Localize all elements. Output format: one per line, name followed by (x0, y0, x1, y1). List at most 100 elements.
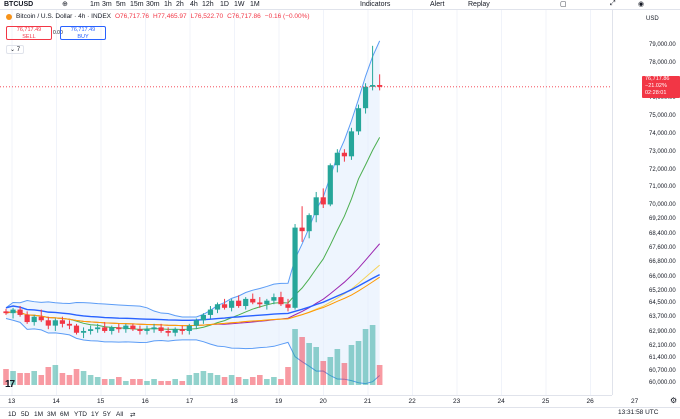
legend-open: O76,717.76 (115, 13, 149, 20)
volume-bar (31, 371, 37, 385)
volume-bar (299, 337, 305, 385)
volume-bar (264, 379, 270, 385)
gear-icon[interactable]: ⚙ (670, 396, 678, 405)
symbol-search-button[interactable]: BTCUSD (4, 1, 34, 8)
interval-1m[interactable]: 1m (90, 1, 100, 8)
volume-bar (108, 379, 115, 385)
interval-3m[interactable]: 3m (102, 1, 112, 8)
tradingview-logo[interactable]: 17 (5, 379, 15, 390)
volume-bar (235, 377, 242, 385)
candle-body (151, 327, 157, 330)
volume-bar (123, 381, 129, 385)
price-chart[interactable] (0, 10, 612, 395)
volume-bar (320, 361, 327, 385)
volume-bar (193, 373, 200, 385)
buy-button[interactable]: 76,717.49 BUY (60, 26, 106, 40)
price-tick-label: 74,000.00 (649, 130, 676, 137)
candle-body (3, 311, 9, 314)
price-tick-label: 60,000.00 (649, 380, 676, 387)
candle-body (313, 197, 319, 216)
time-tick-label: 17 (186, 398, 194, 405)
interval-4h[interactable]: 4h (190, 1, 198, 8)
volume-bar (200, 371, 207, 385)
interval-1m-month[interactable]: 1M (250, 1, 260, 8)
price-tick-label: 63,700.00 (649, 314, 676, 321)
volume-bar (10, 371, 16, 385)
range-6m[interactable]: 6M (60, 411, 70, 418)
candle-body (38, 316, 44, 321)
replay-button[interactable]: Replay (468, 1, 490, 8)
volume-bar (165, 381, 171, 385)
candle-body (377, 85, 383, 87)
candle-body (264, 300, 270, 305)
camera-icon[interactable]: ◉ (638, 1, 645, 8)
currency-selector[interactable]: USD (646, 16, 659, 22)
range-1d[interactable]: 1D (8, 411, 17, 418)
candle-body (362, 86, 369, 109)
time-scale[interactable]: 13 14 15 16 17 18 19 20 21 22 23 24 25 26 27 (0, 395, 638, 407)
interval-2h[interactable]: 2h (176, 1, 184, 8)
alert-button[interactable]: Alert (430, 1, 445, 8)
volume-bar (249, 377, 256, 385)
layout-icon[interactable]: ▢ (560, 1, 567, 8)
price-scale[interactable]: 79,000.0078,000.0077,000.0076,000.0075,0… (612, 10, 680, 395)
price-tick-label: 66,800.00 (649, 259, 676, 266)
interval-5m[interactable]: 5m (116, 1, 126, 8)
bitcoin-icon (6, 13, 12, 20)
sell-button[interactable]: 76,717.49 SELL (6, 26, 52, 40)
candle-body (137, 329, 143, 331)
volume-bar (271, 377, 277, 385)
price-tick-label: 71,000.00 (649, 184, 676, 191)
interval-30m[interactable]: 30m (146, 1, 160, 8)
volume-bar (116, 377, 122, 385)
range-1m[interactable]: 1M (34, 411, 44, 418)
buy-price: 76,717.49 (70, 27, 96, 33)
price-tick-label: 69,200.00 (649, 216, 676, 223)
candle-body (95, 327, 101, 330)
volume-bar (80, 371, 87, 385)
candle-body (179, 329, 185, 331)
volume-bar (355, 341, 362, 385)
price-tick-label: 78,000.00 (649, 59, 676, 66)
volume-bar (3, 369, 9, 385)
candle-body (214, 304, 221, 310)
candle-body (193, 320, 199, 326)
indicators-button[interactable]: Indicators (360, 1, 391, 8)
candle-body (109, 327, 115, 331)
current-price-label: 76,717.86 −21.02% 02:28:01 (642, 76, 680, 98)
interval-1w[interactable]: 1W (234, 1, 245, 8)
candle-body (123, 325, 129, 330)
sell-price: 76,717.49 (16, 27, 42, 33)
candle-body (278, 297, 284, 305)
volume-bar (348, 345, 355, 385)
clock-timezone[interactable]: 13:31:58 UTC (618, 409, 659, 416)
date-range-icon[interactable]: ⇄ (130, 412, 136, 419)
add-symbol-icon[interactable]: ⊕ (62, 1, 68, 8)
range-5d[interactable]: 5D (21, 411, 30, 418)
price-tick-label: 67,600.00 (649, 244, 676, 251)
candle-body (24, 314, 30, 323)
price-tick-label: 61,400.00 (649, 355, 676, 362)
candle-body (236, 300, 242, 307)
legend-low: L76,522.70 (190, 13, 224, 20)
candle-body (299, 227, 305, 232)
interval-1d[interactable]: 1D (220, 1, 229, 8)
interval-15m[interactable]: 15m (130, 1, 144, 8)
current-change: −21.02% (645, 83, 667, 89)
volume-bar (172, 379, 178, 385)
time-tick-label: 21 (364, 398, 372, 405)
range-ytd[interactable]: YTD (74, 411, 87, 418)
fullscreen-icon[interactable]: ⤢ (610, 0, 616, 7)
indicator-collapse-toggle[interactable]: ⌄ 7 (6, 45, 25, 54)
candle-body (186, 325, 192, 331)
interval-1h[interactable]: 1h (164, 1, 172, 8)
range-1y[interactable]: 1Y (91, 411, 99, 418)
candle-body (348, 131, 355, 157)
volume-bar (278, 379, 284, 385)
range-5y[interactable]: 5Y (103, 411, 111, 418)
candle-body (158, 327, 164, 331)
bollinger-band-fill (6, 40, 380, 384)
interval-12h[interactable]: 12h (202, 1, 214, 8)
range-3m[interactable]: 3M (47, 411, 57, 418)
range-all[interactable]: All (116, 411, 124, 418)
